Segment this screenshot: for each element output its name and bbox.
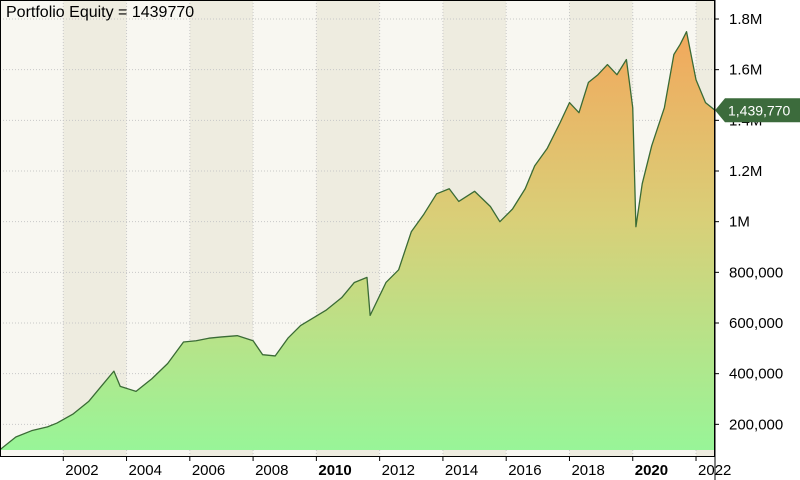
last-value-label: 1,439,770 <box>728 102 790 118</box>
equity-line <box>0 31 715 451</box>
x-axis-ticks: 2002 2004 2006 2008 2010 2012 2014 2016 2018 2020… <box>62 456 731 479</box>
x-tick-label: 2004 <box>129 462 162 479</box>
x-tick-label: 2014 <box>445 462 478 479</box>
x-tick-label: 2002 <box>65 462 98 479</box>
last-value-flag <box>715 98 800 123</box>
y-tick-label: 600,000 <box>729 315 783 332</box>
x-tick-label: 2010 <box>318 462 351 479</box>
y-tick-label: 1.8M <box>729 11 762 28</box>
y-axis-ticks: 200,000400,000600,000800,0001M1.2M1.4M1.… <box>715 11 783 433</box>
x-tick-label: 2006 <box>192 462 225 479</box>
x-tick-label: 2008 <box>255 462 288 479</box>
y-tick-label: 1.2M <box>729 163 762 180</box>
x-tick-label: 2012 <box>382 462 415 479</box>
year-band <box>0 0 64 456</box>
y-tick-label: 1M <box>729 214 750 231</box>
equity-area <box>0 31 715 450</box>
chart-title: Portfolio Equity = 1439770 <box>6 4 194 21</box>
y-tick-label: 800,000 <box>729 264 783 281</box>
y-tick-label: 400,000 <box>729 366 783 383</box>
last-value-marker: 1,439,770 <box>715 98 800 123</box>
x-tick-label: 2018 <box>571 462 604 479</box>
x-tick-label: 2022 <box>698 462 731 479</box>
y-tick-label: 1.6M <box>729 62 762 79</box>
x-tick-label: 2016 <box>508 462 541 479</box>
x-tick-label: 2020 <box>635 462 668 479</box>
y-tick-label: 200,000 <box>729 416 783 433</box>
equity-area-layer <box>0 31 715 451</box>
